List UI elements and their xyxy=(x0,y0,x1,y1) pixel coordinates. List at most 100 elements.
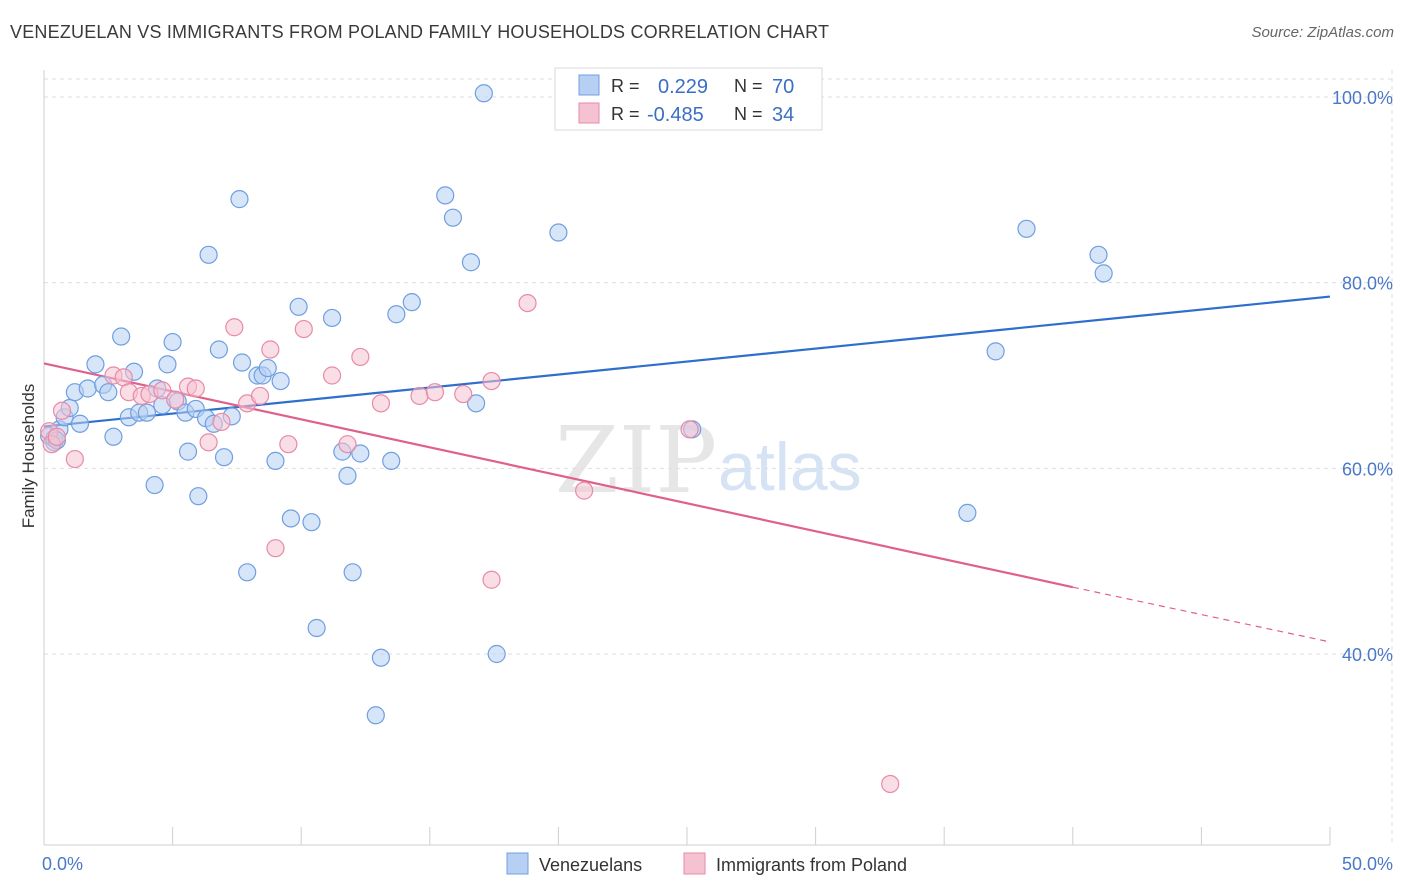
point-venezuelans-50 xyxy=(366,706,385,725)
point-venezuelans-48 xyxy=(343,563,362,582)
point-venezuelans-39 xyxy=(266,451,285,471)
point-poland-25 xyxy=(371,394,391,413)
legend-r-label-2: R = xyxy=(611,104,640,124)
legend-swatch-venezuelans xyxy=(578,74,600,96)
point-venezuelans-20 xyxy=(158,355,177,374)
y-tick-label-3: 40.0% xyxy=(1342,645,1393,665)
point-venezuelans-58 xyxy=(466,394,486,413)
point-venezuelans-38 xyxy=(258,358,277,378)
point-poland-10 xyxy=(153,381,172,400)
point-venezuelans-10 xyxy=(99,383,118,402)
legend-n-value-2: 34 xyxy=(772,104,794,126)
y-tick-labels: 100.0% 80.0% 60.0% 40.0% xyxy=(1332,88,1393,665)
point-venezuelans-33 xyxy=(230,190,249,209)
legend-bottom-label-venezuelans: Venezuelans xyxy=(539,855,642,875)
point-venezuelans-17 xyxy=(145,475,164,495)
point-venezuelans-55 xyxy=(436,186,455,205)
point-poland-16 xyxy=(225,318,244,337)
point-poland-27 xyxy=(425,383,445,402)
point-poland-33 xyxy=(680,420,699,439)
point-venezuelans-40 xyxy=(271,371,290,391)
legend-bottom-label-poland: Immigrants from Poland xyxy=(716,855,907,875)
legend-r-value-1: 0.229 xyxy=(658,76,708,98)
point-poland-11 xyxy=(166,390,185,409)
point-poland-21 xyxy=(294,319,313,339)
point-poland-3 xyxy=(52,401,72,420)
point-poland-23 xyxy=(338,435,357,454)
x-tick-label-0: 0.0% xyxy=(42,854,83,874)
trend-line-poland xyxy=(43,362,1074,589)
point-venezuelans-6 xyxy=(70,414,90,433)
point-poland-19 xyxy=(261,340,280,359)
x-tick-labels: 0.0% 50.0% xyxy=(42,854,1393,874)
legend-series: Venezuelans Immigrants from Poland xyxy=(506,852,907,875)
point-poland-2 xyxy=(47,427,66,446)
point-venezuelans-35 xyxy=(238,563,257,582)
legend-n-value-1: 70 xyxy=(772,76,794,98)
point-poland-35 xyxy=(266,539,285,558)
point-venezuelans-44 xyxy=(307,618,326,638)
point-venezuelans-41 xyxy=(281,509,301,528)
y-tick-label-2: 60.0% xyxy=(1342,459,1393,479)
point-venezuelans-56 xyxy=(443,208,463,227)
legend-r-label-1: R = xyxy=(611,76,640,96)
point-venezuelans-26 xyxy=(189,487,208,506)
point-venezuelans-28 xyxy=(199,245,218,264)
point-venezuelans-11 xyxy=(104,427,123,446)
point-venezuelans-42 xyxy=(289,297,308,316)
point-venezuelans-67 xyxy=(1094,264,1113,283)
x-tick-label-1: 50.0% xyxy=(1342,854,1393,874)
point-venezuelans-59 xyxy=(474,84,493,103)
point-venezuelans-54 xyxy=(402,293,421,312)
point-poland-4 xyxy=(65,449,84,469)
point-poland-32 xyxy=(575,481,594,500)
data-points xyxy=(40,84,1113,794)
point-poland-30 xyxy=(482,570,501,589)
chart-title: VENEZUELAN VS IMMIGRANTS FROM POLAND FAM… xyxy=(10,22,830,42)
chart-source: Source: ZipAtlas.com xyxy=(1251,24,1394,41)
point-venezuelans-65 xyxy=(1017,219,1036,238)
point-poland-29 xyxy=(482,371,501,391)
point-venezuelans-16 xyxy=(137,403,156,422)
point-venezuelans-53 xyxy=(387,305,406,324)
axes xyxy=(43,70,1331,846)
gridlines xyxy=(44,70,1393,845)
point-venezuelans-49 xyxy=(351,444,370,463)
point-poland-20 xyxy=(279,435,298,454)
point-poland-34 xyxy=(881,774,900,794)
point-poland-22 xyxy=(322,366,342,385)
watermark-atlas: atlas xyxy=(718,429,862,505)
point-venezuelans-63 xyxy=(958,503,977,522)
watermark: ZIP atlas xyxy=(555,407,862,514)
point-venezuelans-52 xyxy=(382,451,401,471)
point-venezuelans-21 xyxy=(163,332,182,352)
point-venezuelans-31 xyxy=(214,448,234,467)
y-tick-label-0: 100.0% xyxy=(1332,88,1393,108)
trend-lines xyxy=(43,295,1331,643)
point-venezuelans-64 xyxy=(986,342,1005,361)
y-tick-label-1: 80.0% xyxy=(1342,274,1393,294)
point-venezuelans-61 xyxy=(549,223,568,242)
trend-line-poland-extension xyxy=(1072,586,1331,643)
legend-stats: R = 0.229 N = 70 R = -0.485 N = 34 xyxy=(554,67,823,131)
y-axis-title: Family Households xyxy=(19,384,38,529)
point-poland-26 xyxy=(410,386,429,406)
point-poland-31 xyxy=(518,293,537,313)
point-venezuelans-30 xyxy=(209,340,228,359)
point-poland-24 xyxy=(351,347,370,367)
point-venezuelans-12 xyxy=(112,327,131,346)
point-poland-14 xyxy=(199,433,218,452)
point-poland-18 xyxy=(250,386,270,406)
point-venezuelans-45 xyxy=(322,308,342,328)
legend-swatch-poland xyxy=(578,102,600,124)
point-venezuelans-57 xyxy=(461,253,481,272)
legend-bottom-swatch-poland xyxy=(683,852,706,875)
legend-n-label-1: N = xyxy=(734,76,763,96)
point-poland-15 xyxy=(212,412,231,432)
legend-n-label-2: N = xyxy=(734,104,763,124)
point-poland-28 xyxy=(454,384,473,404)
point-venezuelans-43 xyxy=(302,513,321,532)
point-venezuelans-24 xyxy=(178,442,198,461)
legend-bottom-swatch-venezuelans xyxy=(506,852,529,875)
